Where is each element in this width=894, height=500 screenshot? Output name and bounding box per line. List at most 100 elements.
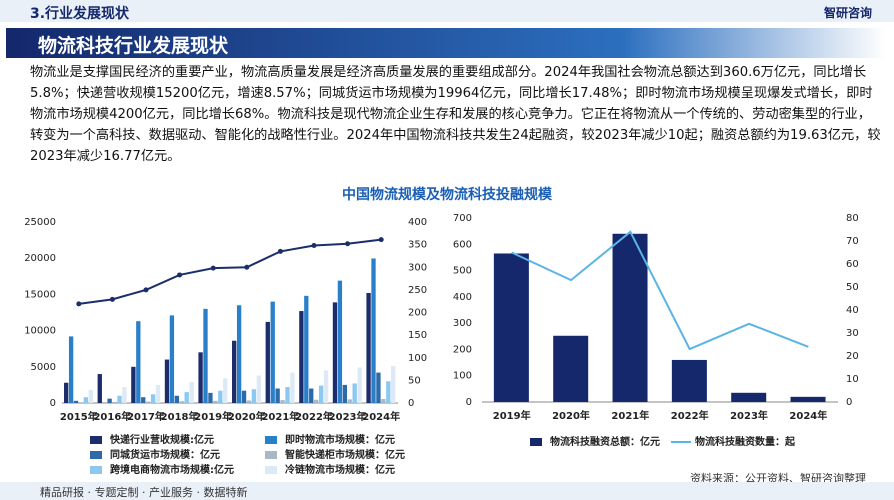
bar [309, 388, 314, 403]
bar [337, 280, 343, 403]
bar [553, 335, 589, 402]
bar [275, 388, 280, 403]
line-point [177, 272, 183, 278]
y-tick-label: 10000 [24, 326, 56, 337]
bar [223, 378, 228, 403]
bar [366, 292, 371, 403]
paragraph: 物流业是支撑国民经济的重要产业，物流高质量发展是经济高质量发展的重要组成部分。2… [30, 65, 881, 164]
x-tick-label: 2022年 [295, 410, 333, 423]
bar [189, 382, 194, 403]
header: 3.行业发展现状 智研咨询 [0, 0, 894, 22]
y2-tick-label: 80 [846, 213, 859, 224]
bar [391, 366, 396, 403]
y2-tick-label: 10 [846, 374, 859, 385]
bar [136, 321, 141, 403]
line-point [143, 287, 149, 293]
x-tick-label: 2019年 [493, 409, 531, 422]
y2-tick-label: 150 [408, 330, 427, 341]
x-tick-label: 2016年 [93, 410, 131, 423]
y2-tick-label: 0 [846, 397, 852, 408]
banner-title: 物流科技行业发展现状 [38, 35, 229, 57]
bar [107, 398, 112, 403]
bar [790, 396, 826, 402]
x-tick-label: 2020年 [228, 410, 266, 423]
line [78, 238, 382, 305]
x-tick-label: 2024年 [789, 409, 827, 422]
y-tick-label: 25000 [24, 217, 56, 228]
legend-label: 同城货运市场规模：亿元 [110, 448, 220, 461]
x-tick-label: 2023年 [329, 410, 367, 423]
x-tick-label: 2021年 [261, 410, 299, 423]
bar [371, 258, 376, 403]
line-point [109, 296, 115, 302]
bar [131, 366, 136, 403]
bar [304, 295, 309, 403]
bar [169, 315, 175, 403]
banner: 物流科技行业发展现状 [6, 28, 886, 58]
bar [174, 395, 179, 403]
bar [97, 374, 102, 403]
bar [78, 402, 84, 403]
x-tick-label: 2022年 [671, 409, 709, 422]
bar [141, 397, 146, 403]
y-tick-label: 0 [466, 397, 472, 408]
x-tick-label: 2018年 [161, 410, 199, 423]
bar [117, 395, 122, 403]
x-tick-label: 2017年 [127, 410, 165, 423]
y-tick-label: 200 [453, 344, 472, 355]
line-point [345, 241, 351, 247]
bar [208, 392, 213, 403]
bar [122, 387, 127, 403]
y-tick-label: 500 [453, 266, 472, 277]
bar [184, 392, 189, 403]
bar [290, 372, 295, 403]
bar [213, 400, 218, 403]
legend-swatch [265, 451, 277, 459]
bar [112, 401, 117, 403]
y2-tick-label: 350 [408, 240, 427, 251]
y-tick-label: 300 [453, 318, 472, 329]
line [511, 230, 809, 351]
legend-label: 快递行业营收规模:亿元 [109, 433, 214, 446]
legend-label: 冷链物流市场规模：亿元 [285, 463, 395, 476]
y2-tick-label: 40 [846, 305, 859, 316]
legend-label: 跨境电商物流市场规模:亿元 [110, 463, 234, 476]
figure-title: 中国物流规模及物流科技投融规模 [342, 187, 552, 203]
bar [386, 381, 391, 403]
bar [150, 394, 156, 403]
bar [299, 311, 304, 403]
y2-tick-label: 50 [408, 375, 421, 386]
bar [203, 308, 208, 403]
bar [256, 375, 261, 403]
legend-swatch [265, 436, 277, 444]
footer: 精品研报 · 专题定制 · 产业服务 · 数据特新 [0, 482, 894, 500]
bar [314, 399, 319, 403]
y-tick-label: 700 [453, 213, 472, 224]
bar [357, 367, 362, 403]
bar [323, 370, 329, 403]
y2-tick-label: 20 [846, 351, 859, 362]
bar [83, 397, 89, 403]
source: 资料来源：公开资料、智研咨询整理 [690, 472, 866, 485]
x-tick-label: 2020年 [552, 409, 590, 422]
y2-tick-label: 100 [408, 353, 427, 364]
legend-label: 物流科技融资数量：起 [695, 435, 796, 448]
bar [236, 305, 242, 403]
bar [251, 389, 257, 403]
x-tick-label: 2024年 [362, 410, 400, 423]
line-point [244, 264, 250, 270]
bar [164, 359, 170, 403]
brand: 智研咨询 [823, 6, 872, 20]
y-tick-label: 400 [453, 292, 472, 303]
bar [241, 390, 247, 403]
legend-label: 物流科技融资总额：亿元 [550, 435, 660, 448]
bar [352, 383, 357, 403]
bar [68, 336, 74, 403]
legend-swatch [90, 436, 102, 444]
x-tick-label: 2019年 [194, 410, 232, 423]
x-tick-label: 2015年 [60, 410, 98, 423]
y2-tick-label: 50 [846, 282, 859, 293]
bar [493, 253, 529, 402]
bar [731, 392, 767, 402]
